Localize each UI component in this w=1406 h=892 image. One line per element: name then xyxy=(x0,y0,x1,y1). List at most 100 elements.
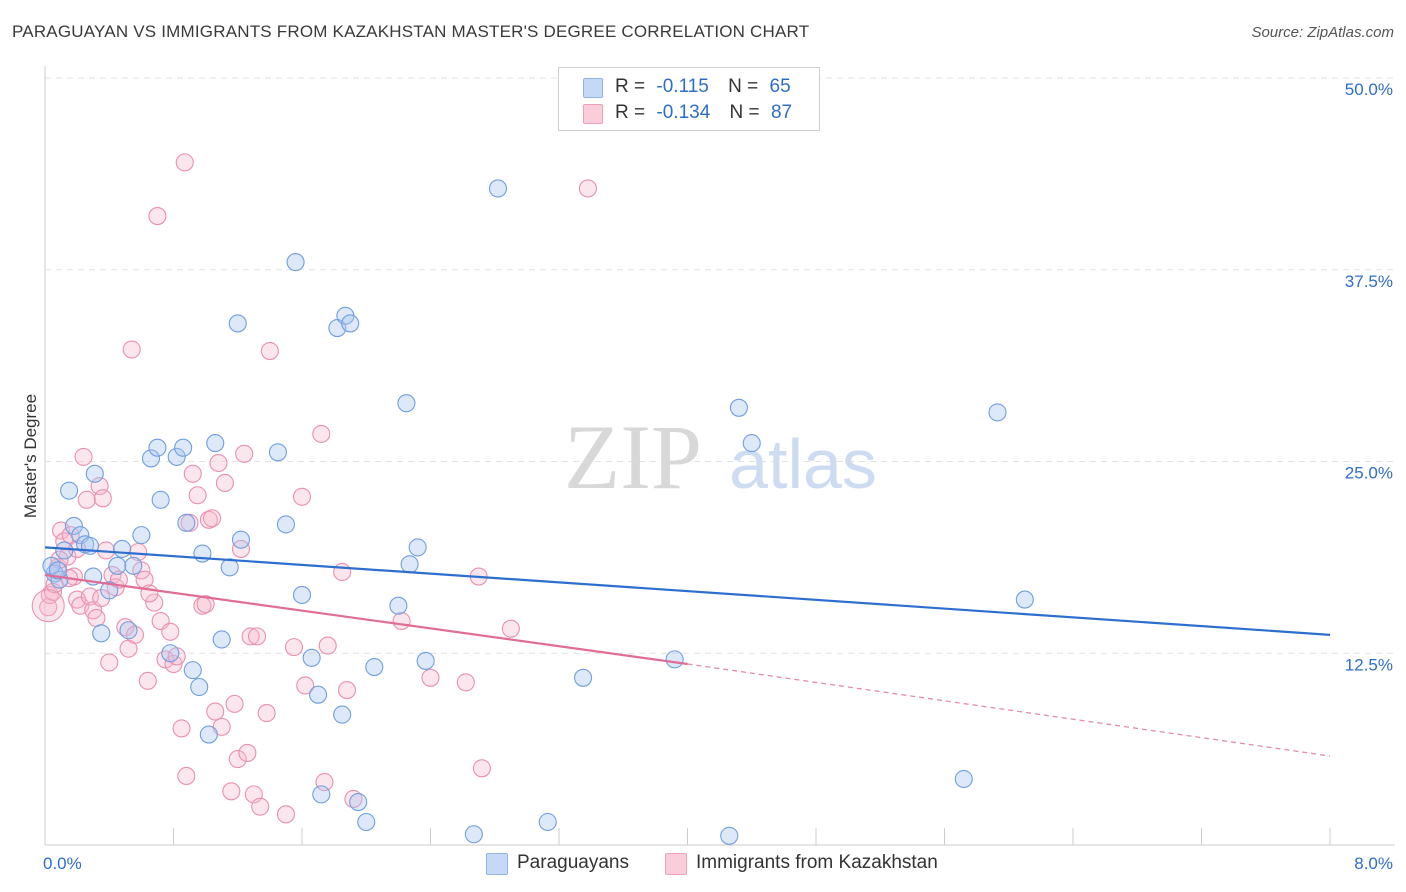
legend-n-label: N = xyxy=(729,102,760,123)
point-paraguayans xyxy=(212,630,231,649)
point-kazakhstan xyxy=(140,584,159,603)
point-paraguayans xyxy=(108,556,127,575)
point-kazakhstan xyxy=(87,608,106,628)
point-paraguayans xyxy=(60,481,79,500)
point-paraguayans xyxy=(119,621,138,640)
point-paraguayans xyxy=(302,648,321,667)
point-paraguayans xyxy=(220,558,239,577)
point-kazakhstan xyxy=(260,342,279,361)
point-paraguayans xyxy=(988,403,1007,422)
point-kazakhstan xyxy=(456,673,475,692)
point-paraguayans xyxy=(42,556,61,575)
point-kazakhstan xyxy=(222,782,241,801)
point-paraguayans xyxy=(92,624,111,643)
series-paraguayans-points xyxy=(42,179,1034,845)
watermark-zip: ZIP xyxy=(564,406,702,508)
source-label: Source: ZipAtlas.com xyxy=(1251,24,1394,41)
point-paraguayans xyxy=(268,443,287,462)
point-kazakhstan xyxy=(125,625,144,644)
point-paraguayans xyxy=(167,447,186,466)
trend-lines xyxy=(44,546,1331,757)
bottom-legend-label-kazakhstan: Immigrants from Kazakhstan xyxy=(696,852,938,873)
chart-title: PARAGUAYAN VS IMMIGRANTS FROM KAZAKHSTAN… xyxy=(12,22,810,41)
point-paraguayans xyxy=(665,650,684,669)
point-paraguayans xyxy=(341,314,360,333)
point-kazakhstan xyxy=(199,510,218,529)
tick-labels: 12.5% 25.0% 37.5% 50.0% 0.0% 8.0% xyxy=(43,80,1393,873)
point-kazakhstan xyxy=(100,653,119,672)
point-kazakhstan xyxy=(209,453,228,473)
point-kazakhstan xyxy=(225,694,244,713)
point-kazakhstan xyxy=(318,636,337,655)
bottom-legend-label-paraguayans: Paraguayans xyxy=(517,852,629,873)
y-tick-label: 12.5% xyxy=(1345,655,1393,674)
y-tick-label: 37.5% xyxy=(1345,272,1393,291)
point-paraguayans xyxy=(183,661,202,680)
legend-r-label: R = xyxy=(615,76,646,97)
point-kazakhstan xyxy=(122,340,141,359)
point-paraguayans xyxy=(174,438,193,457)
point-paraguayans xyxy=(64,516,83,535)
legend-r-label: R = xyxy=(615,102,646,123)
point-kazakhstan xyxy=(235,444,254,463)
point-kazakhstan xyxy=(74,447,93,466)
point-kazakhstan xyxy=(421,668,440,687)
point-paraguayans xyxy=(276,515,295,534)
point-kazakhstan xyxy=(251,797,270,816)
point-kazakhstan xyxy=(276,805,295,824)
point-kazakhstan xyxy=(296,676,315,695)
point-paraguayans xyxy=(488,179,508,198)
point-paraguayans xyxy=(365,658,384,677)
point-paraguayans xyxy=(729,398,748,417)
y-tick-label: 50.0% xyxy=(1345,80,1393,99)
point-kazakhstan xyxy=(177,766,196,786)
x-tick-label-min: 0.0% xyxy=(43,854,82,873)
point-kazakhstan xyxy=(188,486,207,505)
axes xyxy=(44,66,1395,846)
point-kazakhstan xyxy=(148,207,167,226)
point-kazakhstan xyxy=(337,681,357,700)
point-kazakhstan xyxy=(312,424,331,443)
legend-n-label: N = xyxy=(728,76,759,97)
point-kazakhstan xyxy=(241,627,260,646)
point-kazakhstan xyxy=(231,539,251,558)
point-kazakhstan xyxy=(247,627,267,646)
point-kazakhstan xyxy=(292,487,312,506)
point-paraguayans xyxy=(199,725,218,744)
point-kazakhstan xyxy=(333,562,352,581)
point-paraguayans xyxy=(206,434,225,453)
point-kazakhstan xyxy=(344,789,363,809)
point-paraguayans xyxy=(954,769,973,789)
y-axis-label: Master's Degree xyxy=(21,394,40,518)
point-paraguayans xyxy=(100,581,119,600)
point-kazakhstan xyxy=(196,595,215,614)
watermark-atlas: atlas xyxy=(729,425,877,503)
point-paraguayans xyxy=(141,449,161,468)
point-kazakhstan xyxy=(472,759,491,778)
point-kazakhstan xyxy=(203,509,222,528)
trend-line-kazakhstan-extrapolated xyxy=(687,663,1331,757)
point-paraguayans xyxy=(538,812,557,832)
point-kazakhstan xyxy=(501,619,520,638)
point-kazakhstan xyxy=(172,719,191,738)
point-kazakhstan xyxy=(145,593,164,612)
point-kazakhstan xyxy=(161,622,180,641)
y-tick-label: 25.0% xyxy=(1345,464,1393,483)
point-paraguayans xyxy=(292,585,312,605)
point-paraguayans xyxy=(231,530,251,549)
point-paraguayans xyxy=(132,526,151,545)
point-paraguayans xyxy=(190,677,209,697)
legend-swatch-kazakhstan xyxy=(583,104,603,124)
bottom-legend-swatch-kazakhstan xyxy=(665,853,687,875)
point-paraguayans xyxy=(124,556,143,575)
point-paraguayans xyxy=(397,394,416,413)
point-paraguayans xyxy=(1015,590,1034,609)
point-kazakhstan xyxy=(206,702,225,721)
legend-n-value: 65 xyxy=(769,76,791,97)
point-kazakhstan xyxy=(80,587,100,606)
point-paraguayans xyxy=(85,464,104,483)
grid-lines xyxy=(45,77,1395,654)
point-paraguayans xyxy=(357,812,376,832)
point-paraguayans xyxy=(161,644,180,663)
